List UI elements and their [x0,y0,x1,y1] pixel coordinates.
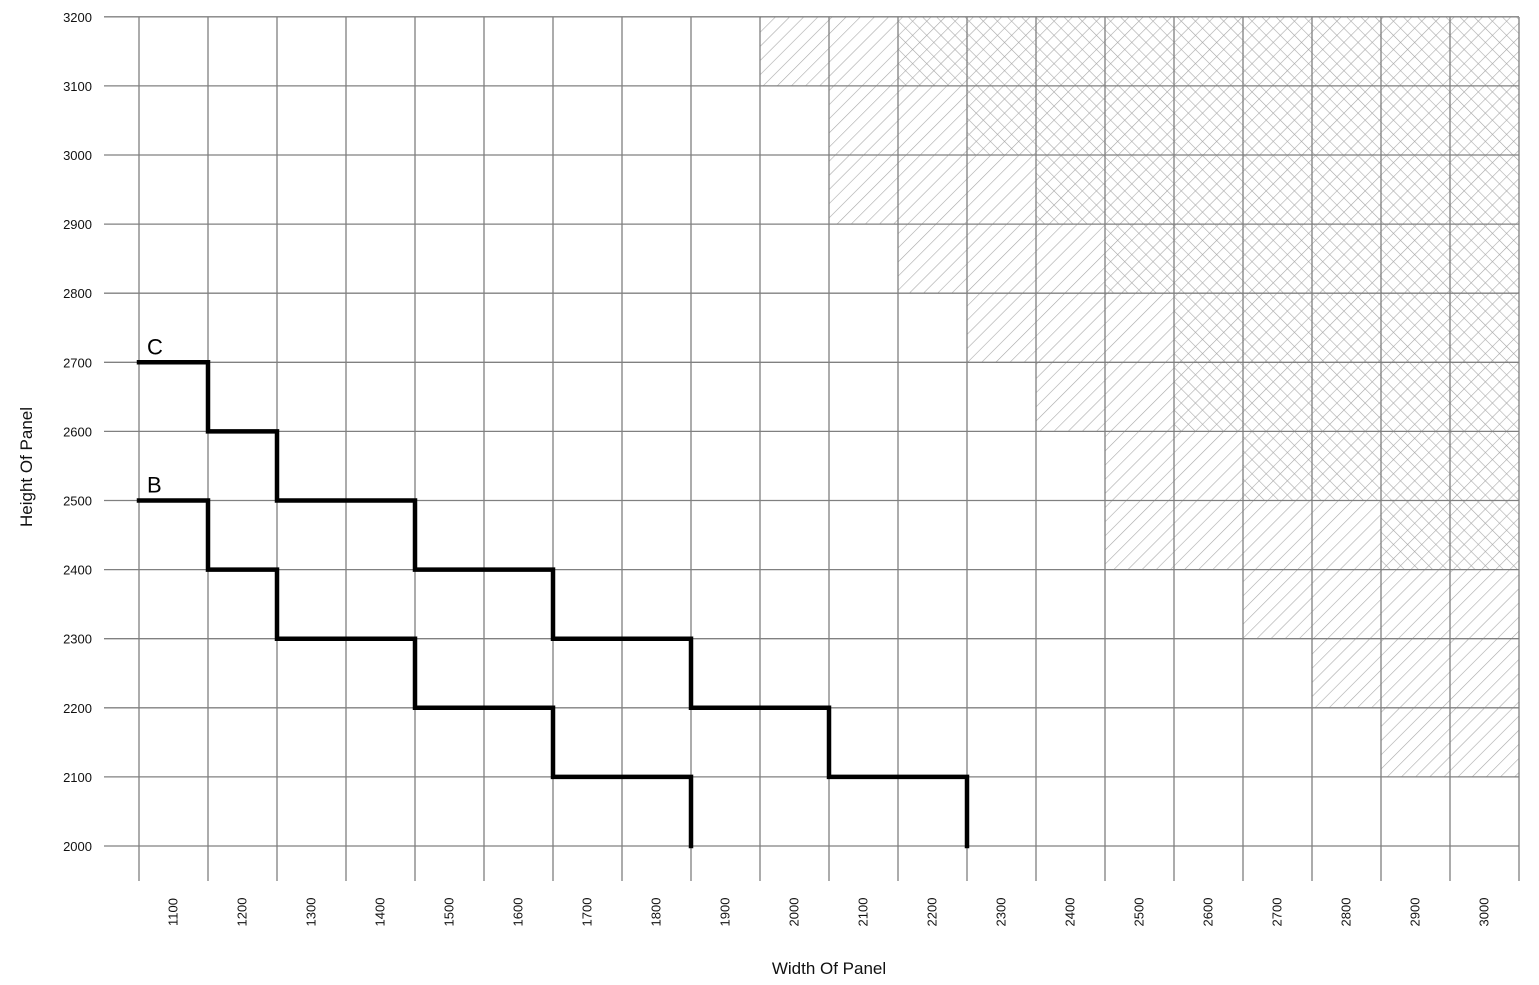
x-tick-label: 1700 [580,898,595,927]
y-tick-label: 3100 [63,79,92,94]
x-tick-label: 1800 [649,898,664,927]
hatch-region-cross [898,16,967,86]
hatch-region-cross [1312,16,1381,501]
x-tick-label: 1100 [166,898,181,926]
hatch-region-cross [1036,16,1105,225]
x-tick-label: 2000 [787,898,802,927]
series-line-c [136,360,970,849]
y-tick-label: 2500 [63,494,92,509]
hatch-region-cross [1243,16,1312,501]
x-tick-label: 2900 [1408,898,1423,927]
y-tick-label: 2000 [63,839,92,854]
x-tick-label: 1900 [718,898,733,927]
x-tick-label: 2400 [1063,898,1078,927]
x-tick-label: 2800 [1339,898,1354,927]
series-line-b [136,498,694,849]
y-tick-label: 2900 [63,217,92,232]
axis-ticks: 2000 2100 2200 2300 2400 2500 2600 2700 2800 2900… [63,10,1491,927]
series-label-b: B [147,473,162,498]
x-tick-label: 2600 [1201,898,1216,927]
y-tick-label: 2600 [63,424,92,439]
y-tick-label: 2200 [63,701,92,716]
y-tick-label: 3200 [63,10,92,25]
y-tick-label: 3000 [63,148,92,163]
hatch-region-single [760,16,829,86]
y-tick-label: 2800 [63,286,92,301]
y-tick-label: 2100 [63,770,92,785]
y-tick-label: 2400 [63,563,92,578]
x-axis-title: Width Of Panel [772,959,886,978]
series-label-c: C [147,334,163,359]
y-tick-label: 2700 [63,355,92,370]
x-tick-label: 2500 [1132,898,1147,927]
hatched-regions [760,16,1519,777]
x-tick-label: 1400 [373,898,388,927]
x-tick-label: 1200 [235,898,250,927]
x-tick-label: 3000 [1477,898,1492,927]
x-tick-label: 2300 [994,898,1009,927]
x-tick-label: 1600 [511,898,526,927]
x-tick-label: 2100 [856,898,871,927]
hatch-region-single [829,16,898,225]
x-tick-label: 2200 [925,898,940,927]
y-tick-label: 2300 [63,632,92,647]
y-axis-title: Height Of Panel [17,407,36,527]
x-tick-label: 1500 [442,898,457,927]
x-tick-label: 1300 [304,898,319,927]
series-lines: CB [136,334,970,849]
x-tick-label: 2700 [1270,898,1285,927]
